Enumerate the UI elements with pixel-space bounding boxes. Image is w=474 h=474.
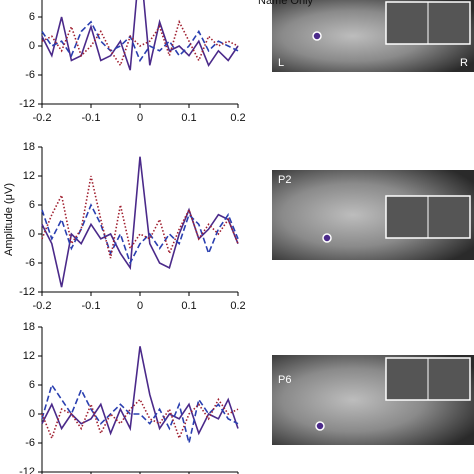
mri-bottom: P6: [272, 355, 474, 445]
image-label: R: [460, 57, 468, 69]
series-line: [41, 203, 239, 266]
x-tick-label: -0.1: [82, 300, 101, 312]
mri-middle: P2: [272, 170, 474, 260]
y-tick-label: 0: [29, 40, 35, 52]
y-tick-label: 18: [23, 321, 35, 333]
y-tick-label: -12: [19, 466, 35, 474]
x-tick-label: -0.2: [33, 300, 52, 312]
x-tick-label: 0.1: [181, 112, 196, 124]
series-line: [41, 19, 239, 68]
y-tick-label: 12: [23, 350, 35, 362]
series-line: [41, 383, 239, 444]
image-label: L: [278, 57, 284, 69]
image-label: P2: [278, 174, 291, 186]
y-tick-label: 0: [29, 408, 35, 420]
series-line: [41, 175, 239, 259]
image-label: P6: [278, 374, 291, 386]
x-tick-label: 0: [137, 112, 143, 124]
x-tick-label: 0.2: [230, 112, 245, 124]
y-tick-label: -6: [25, 257, 35, 269]
x-tick-label: 0: [137, 300, 143, 312]
series-line: [41, 156, 239, 288]
y-tick-label: 6: [29, 379, 35, 391]
x-tick-label: 0.1: [181, 300, 196, 312]
y-tick-label: -12: [19, 98, 35, 110]
series-line: [41, 0, 239, 71]
x-tick-label: -0.1: [82, 112, 101, 124]
y-tick-label: 0: [29, 228, 35, 240]
y-tick-label: 18: [23, 141, 35, 153]
y-tick-label: 12: [23, 170, 35, 182]
y-tick-label: 6: [29, 11, 35, 23]
y-tick-label: -12: [19, 286, 35, 298]
y-tick-label: 6: [29, 199, 35, 211]
series-line: [41, 20, 239, 63]
x-tick-label: 0.2: [230, 300, 245, 312]
annotation: Name Only: [258, 0, 314, 7]
x-tick-label: -0.2: [33, 112, 52, 124]
y-tick-label: -6: [25, 69, 35, 81]
series-line: [41, 397, 239, 441]
mri-top: L R: [272, 0, 474, 72]
series-line: [41, 346, 239, 436]
y-tick-label: -6: [25, 437, 35, 449]
y-axis-label: Amplitude (μV): [3, 183, 15, 256]
